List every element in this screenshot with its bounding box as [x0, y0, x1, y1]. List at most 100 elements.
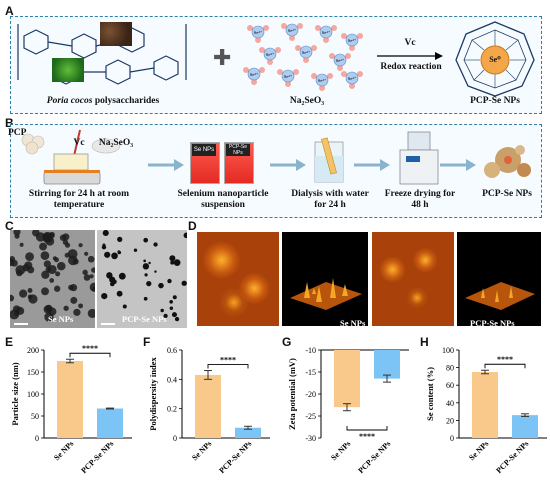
tem-particle: [16, 306, 25, 315]
y-axis-label: Particle size (nm): [10, 362, 20, 425]
tem-particle: [56, 261, 66, 271]
bar: [334, 350, 360, 408]
x-tick-label: Se NPs: [52, 439, 75, 462]
arrow-2: [270, 159, 306, 171]
tem-particle: [39, 242, 48, 251]
arrow-4: [440, 159, 476, 171]
ion-label: Se⁴⁺: [322, 30, 331, 35]
y-tick-label: 200: [27, 346, 39, 355]
tem-particle: [10, 294, 15, 302]
step-4-label: Freeze drying for 48 h: [384, 189, 456, 210]
arrow-3: [354, 159, 390, 171]
bar: [97, 408, 123, 438]
y-tick-label: 150: [27, 368, 39, 377]
tem-particle: [87, 255, 95, 263]
selenite-ion: Se⁴⁺: [295, 45, 317, 63]
tem-particle: [45, 266, 52, 273]
chart-e: 0 50 100 150 200 Particle size (nm) Se NPs PCP-…: [10, 344, 132, 475]
redox-label: Redox reaction: [380, 62, 442, 72]
tem-particle: [16, 269, 23, 277]
y-tick-label: 0: [173, 434, 177, 443]
ion-label: Se⁴⁺: [284, 74, 293, 79]
scale-bar-1: [14, 323, 28, 325]
y-tick-label: 100: [442, 346, 454, 355]
selenite-ion: Se⁴⁺: [243, 67, 265, 85]
vc-label-b: Vc: [73, 138, 85, 148]
bar: [512, 415, 538, 438]
tem-particle: [78, 303, 84, 309]
y-tick-label: 60: [446, 381, 454, 390]
polysaccharide-label: Poria cocos polysaccharides: [46, 96, 160, 106]
selenite-ion: Se⁴⁺: [247, 25, 269, 43]
bar: [374, 350, 400, 379]
significance-label: ****: [82, 344, 98, 353]
tem-particle: [104, 251, 111, 258]
tem-particle: [91, 286, 95, 292]
vial1-tag: Se NPs: [192, 144, 216, 156]
y-tick-label: -10: [305, 346, 316, 355]
tem-particle: [142, 263, 150, 270]
tem-particle: [83, 274, 91, 281]
panel-letter-c: C: [5, 219, 14, 233]
panel-letter-d: D: [188, 219, 197, 233]
bar: [195, 374, 221, 438]
tem-particle: [91, 267, 95, 273]
y-tick-label: 100: [27, 390, 39, 399]
tem-particle: [59, 234, 67, 241]
tem-particle: [28, 294, 38, 304]
tem-particle: [19, 242, 24, 247]
tem-particle: [87, 308, 95, 318]
tem-particle: [146, 280, 152, 287]
significance-bracket: [346, 426, 388, 431]
tem-particle: [169, 306, 174, 310]
tem-particle: [41, 270, 50, 279]
tem-particle: [73, 308, 81, 316]
ion-label: Se⁴⁺: [250, 72, 259, 77]
tem-particle: [101, 244, 107, 250]
tem-particle: [143, 259, 146, 263]
tem-particle: [116, 290, 123, 297]
x-tick-label: Se NPs: [329, 439, 352, 462]
tem1-label: Se NPs: [48, 314, 74, 324]
y-tick-label: 40: [446, 399, 454, 408]
tem-particle: [169, 255, 176, 262]
afm1-label: Se NPs: [340, 318, 366, 328]
tem-particle: [42, 231, 53, 242]
significance-label: ****: [220, 356, 236, 365]
tem-particle: [172, 295, 177, 300]
tem-particle: [43, 260, 51, 268]
ion-label: Se⁴⁺: [348, 76, 357, 81]
step-3-label: Dialysis with water for 24 h: [291, 189, 369, 210]
afm-3d-se-nps: [282, 232, 368, 326]
tem-particle: [181, 280, 187, 286]
panel-letter-e: E: [5, 335, 14, 349]
afm-2d-se-nps: [197, 232, 279, 326]
y-tick-label: -25: [305, 412, 316, 421]
ion-label: Se⁴⁺: [302, 50, 311, 55]
x-tick-label: PCP-Se NPs: [494, 439, 530, 475]
y-axis-label: Zeta potential (mV): [287, 358, 297, 430]
tem-particle: [163, 313, 168, 319]
step-5-label: PCP-Se NPs: [482, 189, 532, 199]
chart-g: -10 -15 -20 -25 -30 Zeta potential (mV) Se NPs…: [287, 346, 409, 475]
tem-particle: [19, 289, 28, 298]
tem-particle: [70, 296, 78, 304]
tem-particle: [55, 271, 61, 277]
significance-bracket: [484, 363, 526, 369]
tem-particle: [167, 278, 172, 284]
selenite-label-b: Na₂SeO₃: [98, 138, 134, 148]
tem-particle: [49, 278, 55, 283]
tem-particle: [53, 285, 61, 292]
tem-particle: [78, 243, 83, 248]
y-tick-label: -30: [305, 434, 316, 443]
selenite-ions: Se⁴⁺ Se⁴⁺ Se⁴⁺ Se⁴⁺ Se⁴⁺ Se⁴⁺ Se⁴⁺ Se⁴⁺ Se⁴⁺ Se⁴⁺…: [243, 23, 363, 91]
bar: [235, 427, 261, 438]
bar: [472, 372, 498, 438]
selenite-ion: Se⁴⁺: [341, 33, 363, 51]
y-axis-label: Se content (%): [425, 367, 435, 421]
tem-particle: [106, 272, 113, 279]
tem-particle: [102, 230, 109, 237]
selenite-ion: Se⁴⁺: [329, 53, 351, 71]
tem-particle: [183, 232, 187, 239]
